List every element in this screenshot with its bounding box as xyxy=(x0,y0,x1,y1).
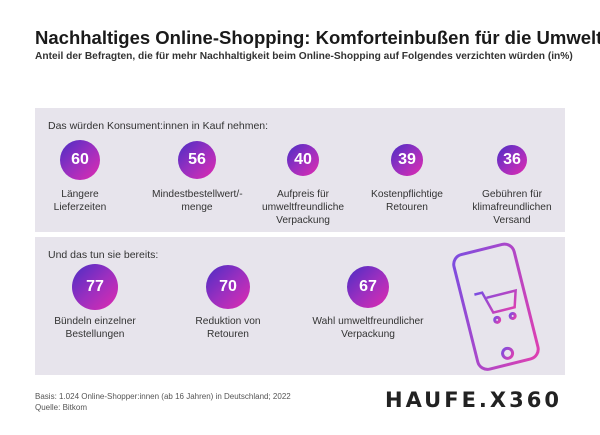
bubble: 36 xyxy=(496,144,528,176)
bubble: 67 xyxy=(346,265,390,309)
bubble: 56 xyxy=(177,140,217,180)
bubble: 60 xyxy=(60,140,100,180)
value-label: 77 xyxy=(86,277,104,295)
logo: HAUFE.X360 xyxy=(385,388,562,412)
category-label: Reduktion von Retouren xyxy=(195,316,261,340)
section-title: Das würden Konsument:innen in Kauf nehme… xyxy=(48,120,269,132)
value-label: 56 xyxy=(188,150,206,168)
phone-icon xyxy=(452,242,540,371)
bubble: 39 xyxy=(391,144,423,176)
note: Basis: 1.024 Online-Shopper:innen (ab 16… xyxy=(35,392,291,401)
value-label: 40 xyxy=(294,151,312,168)
value-label: 60 xyxy=(71,151,89,168)
category-label: Kostenpflichtige Retouren xyxy=(371,189,443,213)
category-label: Wahl umweltfreundlicher Verpackung xyxy=(312,316,424,340)
value-label: 67 xyxy=(359,277,377,295)
category-label: Mindestbestellwert/-menge xyxy=(152,189,243,213)
bubble: 77 xyxy=(71,263,119,311)
bubble: 70 xyxy=(206,265,250,309)
value-label: 70 xyxy=(219,278,237,295)
bubble: 40 xyxy=(287,144,319,176)
value-label: 36 xyxy=(503,150,521,168)
category-label: Aufpreis für umweltfreundliche Verpackun… xyxy=(261,189,345,226)
value-label: 39 xyxy=(398,150,416,168)
source: Quelle: Bitkom xyxy=(35,403,88,412)
section-title: Und das tun sie bereits: xyxy=(48,249,159,261)
category-label: Bündeln einzelner Bestellungen xyxy=(54,316,136,340)
category-label: Längere Lieferzeiten xyxy=(53,189,107,213)
subtitle: Anteil der Befragten, die für mehr Nachh… xyxy=(35,51,573,62)
title: Nachhaltiges Online-Shopping: Komfortein… xyxy=(35,27,600,48)
category-label: Gebühren für klimafreundlichen Versand xyxy=(472,189,552,226)
